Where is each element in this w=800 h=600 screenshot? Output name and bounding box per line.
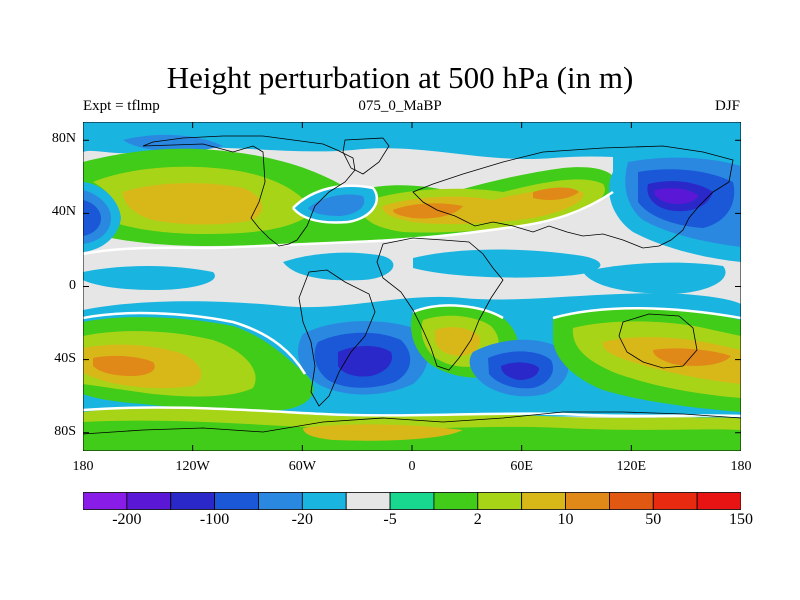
colorbar-label: -5 (383, 511, 397, 528)
lon-tick-label: 120E (616, 459, 647, 474)
colorbar-swatch (609, 492, 654, 510)
australia-outline (618, 313, 698, 369)
run-label: 075_0_MaBP (358, 98, 442, 114)
colorbar-swatch (258, 492, 303, 510)
colorbar-swatch (521, 492, 566, 510)
lat-tick-label: 40S (54, 350, 76, 366)
lon-tick-label: 180 (72, 459, 94, 474)
contour-region (654, 188, 699, 204)
lon-tick-label: 180 (730, 459, 752, 474)
colorbar-label: 50 (645, 511, 662, 528)
colorbar-swatch (83, 492, 128, 510)
colorbar-swatch (433, 492, 479, 510)
colorbar-label: 2 (473, 511, 482, 528)
colorbar-swatch (652, 492, 698, 510)
colorbar-swatch (565, 492, 610, 510)
colorbar-label: 10 (557, 511, 574, 528)
greenland-outline (342, 137, 390, 175)
lon-tick-marks (83, 122, 741, 451)
contour-region (533, 187, 579, 200)
colorbar-swatch (214, 492, 259, 510)
lat-tick-marks (83, 139, 741, 434)
colorbar-swatch (345, 492, 391, 510)
antarctica-outline (83, 411, 741, 435)
contour-region (83, 200, 101, 236)
height-perturbation-map (83, 122, 741, 451)
contour-region (501, 362, 539, 380)
lon-tick-label: 60E (510, 459, 533, 474)
contour-region (303, 424, 463, 441)
colorbar-swatch (389, 492, 435, 510)
contour-region (283, 252, 394, 281)
africa-outline (376, 237, 504, 371)
lat-tick-label: 80S (54, 423, 76, 439)
colorbar-label: -100 (199, 511, 230, 528)
contour-region (653, 348, 731, 366)
lon-tick-label: 120W (175, 459, 210, 474)
colorbar-label: 150 (729, 511, 753, 528)
contour-region (93, 355, 155, 376)
contour-region (83, 122, 741, 162)
colorbar-label: -20 (291, 511, 313, 528)
colorbar-swatch (170, 492, 215, 510)
lat-tick-label: 40N (51, 204, 76, 220)
contour-region (308, 194, 365, 216)
lon-tick-label: 0 (408, 459, 416, 474)
contour-region (435, 327, 481, 356)
lat-tick-label: 80N (51, 131, 76, 147)
colorbar-swatch (477, 492, 523, 510)
contour-region (83, 266, 215, 290)
contour-fields (83, 122, 741, 451)
eurasia-outline (412, 145, 734, 249)
season-label: DJF (714, 98, 740, 114)
colorbar-label: -200 (112, 511, 142, 528)
experiment-label: Expt = tflmp (83, 98, 160, 114)
contour-region (583, 262, 726, 294)
contour-region (413, 249, 601, 278)
north-america-outline (142, 135, 356, 247)
contour-region (123, 134, 223, 152)
south-america-outline (298, 269, 376, 407)
lat-tick-label: 0 (69, 277, 76, 293)
contour-region (338, 346, 393, 377)
contour-region (123, 183, 263, 225)
colorbar-swatch (126, 492, 172, 510)
colorbar (83, 492, 741, 510)
colorbar-swatch (696, 492, 741, 510)
chart-title: Height perturbation at 500 hPa (in m) (166, 60, 634, 95)
zero-contour-lines (83, 184, 741, 418)
continent-outlines (83, 135, 741, 435)
colorbar-swatch (301, 492, 347, 510)
contour-region (393, 203, 463, 219)
lon-tick-label: 60W (288, 459, 316, 474)
